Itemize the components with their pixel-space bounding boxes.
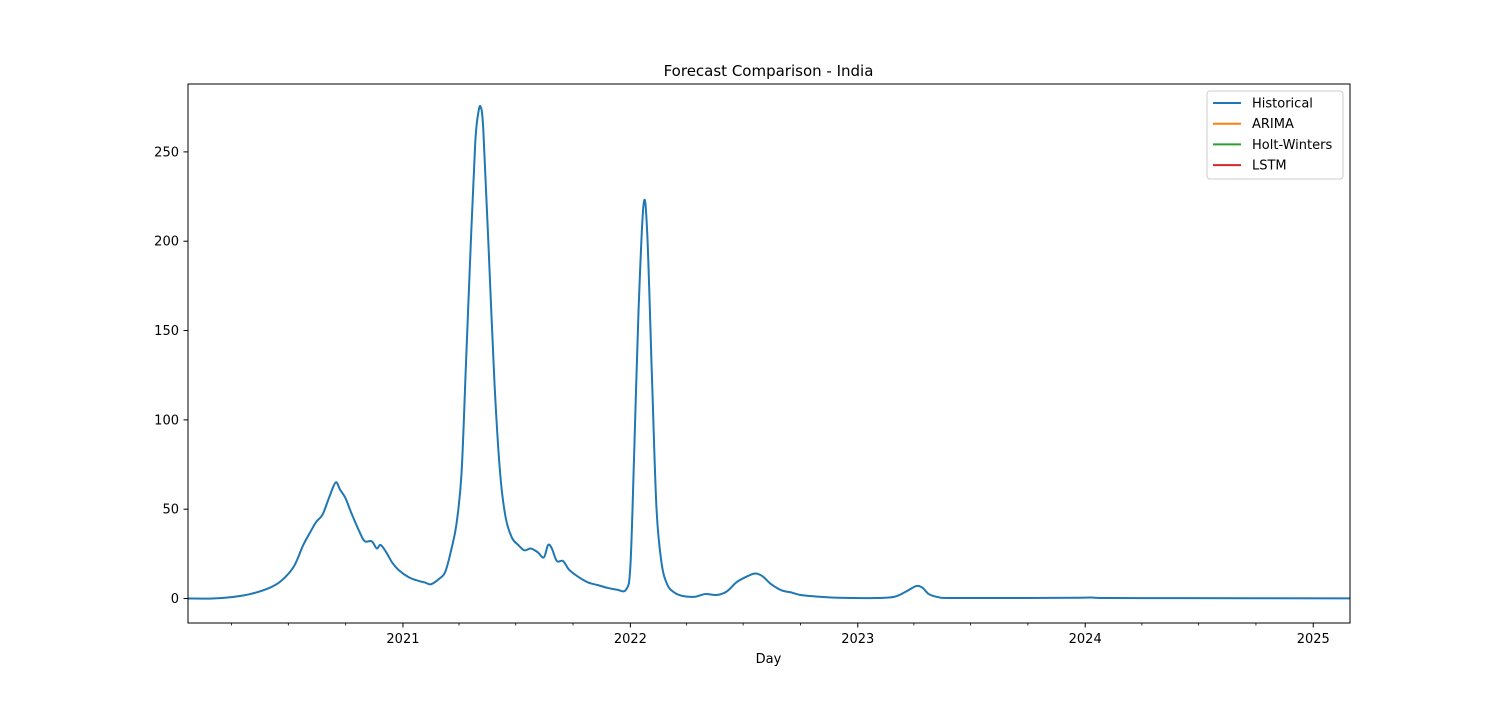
plot-frame (187, 83, 1351, 624)
x-tick-label: 2024 (1069, 632, 1102, 647)
x-axis-ticks: 2021 2022 2023 2024 2025 (231, 623, 1330, 647)
legend-label-lstm: LSTM (1252, 159, 1287, 174)
x-tick-label: 2025 (1297, 632, 1330, 647)
y-tick-label: 100 (154, 413, 179, 428)
y-tick-label: 150 (154, 324, 179, 339)
y-tick-label: 0 (171, 592, 179, 607)
plot-background (188, 84, 1350, 623)
plot-area (187, 83, 1351, 624)
legend: Historical ARIMA Holt-Winters LSTM (1206, 90, 1344, 180)
series-line-historical (187, 104, 1351, 600)
x-tick-label: 2023 (841, 632, 874, 647)
y-axis-ticks: 0 50 100 150 200 250 (154, 145, 188, 607)
x-axis-label: Day (756, 652, 782, 667)
x-tick-label: 2022 (614, 632, 647, 647)
y-tick-label: 50 (162, 503, 179, 518)
legend-label-arima: ARIMA (1252, 117, 1294, 132)
y-tick-label: 200 (154, 235, 179, 250)
y-tick-label: 250 (154, 145, 179, 160)
legend-box (1206, 90, 1344, 180)
x-tick-label: 2021 (386, 632, 419, 647)
chart-title: Forecast Comparison - India (664, 62, 874, 80)
legend-label-historical: Historical (1252, 97, 1313, 112)
legend-label-holt-winters: Holt-Winters (1252, 138, 1332, 153)
